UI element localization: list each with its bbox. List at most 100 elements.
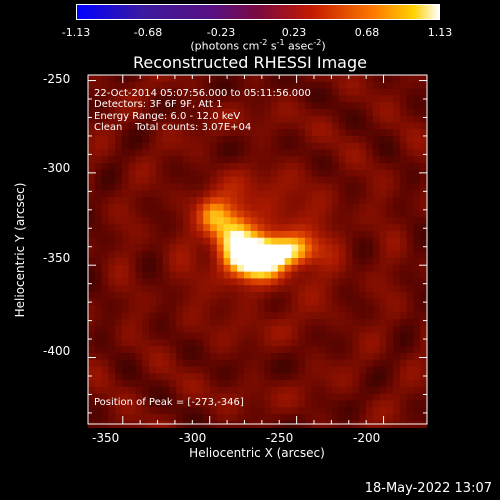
heatmap-cell <box>264 129 272 137</box>
heatmap-cell <box>128 81 136 89</box>
heatmap-cell <box>298 203 306 211</box>
heatmap-cell <box>372 244 380 252</box>
heatmap-cell <box>271 142 279 150</box>
heatmap-cell <box>298 319 306 327</box>
heatmap-cell <box>345 108 353 117</box>
heatmap-cell <box>196 224 204 232</box>
heatmap-cell <box>149 251 157 259</box>
heatmap-cell <box>223 108 231 117</box>
heatmap-cell <box>311 251 319 259</box>
heatmap-cell <box>413 332 421 340</box>
heatmap-cell <box>399 224 408 232</box>
heatmap-cell <box>264 393 272 401</box>
heatmap-cell <box>325 142 333 150</box>
heatmap-cell <box>386 251 394 259</box>
heatmap-cell <box>318 75 326 83</box>
heatmap-cell <box>237 305 245 313</box>
heatmap-cell <box>325 298 333 306</box>
heatmap-cell <box>182 393 191 401</box>
heatmap-cell <box>162 169 170 178</box>
heatmap-cell <box>386 400 394 408</box>
heatmap-cell <box>128 271 136 279</box>
heatmap-cell <box>182 285 191 293</box>
heatmap-cell <box>277 203 286 211</box>
heatmap-cell <box>230 169 238 178</box>
heatmap-cell <box>264 312 272 320</box>
heatmap-cell <box>149 244 157 252</box>
heatmap-cell <box>169 217 177 225</box>
heatmap-cell <box>216 102 224 110</box>
heatmap-cell <box>352 163 360 171</box>
heatmap-cell <box>399 407 408 415</box>
heatmap-cell <box>352 346 360 354</box>
heatmap-cell <box>128 325 136 334</box>
heatmap-cell <box>230 271 238 279</box>
heatmap-cell <box>250 339 258 347</box>
heatmap-cell <box>189 414 197 422</box>
heatmap-cell <box>176 210 184 218</box>
heatmap-cell <box>135 244 143 252</box>
heatmap-cell <box>257 81 265 89</box>
heatmap-cell <box>318 346 326 354</box>
heatmap-cell <box>230 400 238 408</box>
heatmap-cell <box>277 210 286 218</box>
heatmap-cell <box>298 149 306 157</box>
heatmap-cell <box>386 176 394 184</box>
heatmap-cell <box>230 305 238 313</box>
heatmap-cell <box>108 380 116 388</box>
heatmap-cell <box>372 291 380 300</box>
heatmap-cell <box>291 366 299 374</box>
heatmap-cell <box>304 332 313 340</box>
heatmap-cell <box>386 264 394 273</box>
heatmap-cell <box>359 285 367 293</box>
heatmap-cell <box>196 115 204 123</box>
heatmap-cell <box>149 224 157 232</box>
heatmap-cell <box>298 339 306 347</box>
heatmap-cell <box>115 251 123 259</box>
heatmap-cell <box>176 380 184 388</box>
heatmap-cell <box>94 373 102 381</box>
heatmap-cell <box>277 190 286 198</box>
heatmap-cell <box>250 122 258 130</box>
heatmap-cell <box>128 210 136 218</box>
heatmap-cell <box>393 81 401 89</box>
heatmap-cell <box>298 108 306 117</box>
heatmap-cell <box>162 346 170 354</box>
heatmap-cell <box>243 258 252 266</box>
heatmap-cell <box>372 346 380 354</box>
heatmap-cell <box>372 88 380 96</box>
heatmap-cell <box>243 305 252 313</box>
heatmap-cell <box>277 407 286 415</box>
heatmap-cell <box>243 380 252 388</box>
heatmap-cell <box>345 359 353 367</box>
heatmap-cell <box>216 258 224 266</box>
heatmap-cell <box>250 129 258 137</box>
heatmap-cell <box>203 366 211 374</box>
heatmap-cell <box>189 237 197 245</box>
heatmap-cell <box>182 156 191 164</box>
heatmap-cell <box>142 291 150 300</box>
heatmap-cell <box>264 224 272 232</box>
heatmap-cell <box>237 224 245 232</box>
heatmap-cell <box>393 136 401 144</box>
heatmap-cell <box>345 278 353 286</box>
heatmap-cell <box>230 319 238 327</box>
heatmap-cell <box>406 407 414 415</box>
heatmap-cell <box>149 258 157 266</box>
heatmap-cell <box>271 95 279 103</box>
heatmap-cell <box>277 319 286 327</box>
heatmap-cell <box>393 163 401 171</box>
heatmap-cell <box>420 149 428 157</box>
heatmap-cell <box>264 210 272 218</box>
heatmap-cell <box>182 210 191 218</box>
heatmap-cell <box>250 264 258 273</box>
heatmap-cell <box>359 319 367 327</box>
heatmap-cell <box>237 210 245 218</box>
heatmap-cell <box>162 190 170 198</box>
heatmap-cell <box>291 339 299 347</box>
heatmap-cell <box>365 129 374 137</box>
heatmap-cell <box>379 169 387 178</box>
heatmap-cell <box>406 298 414 306</box>
heatmap-cell <box>223 230 231 239</box>
heatmap-cell <box>359 346 367 354</box>
